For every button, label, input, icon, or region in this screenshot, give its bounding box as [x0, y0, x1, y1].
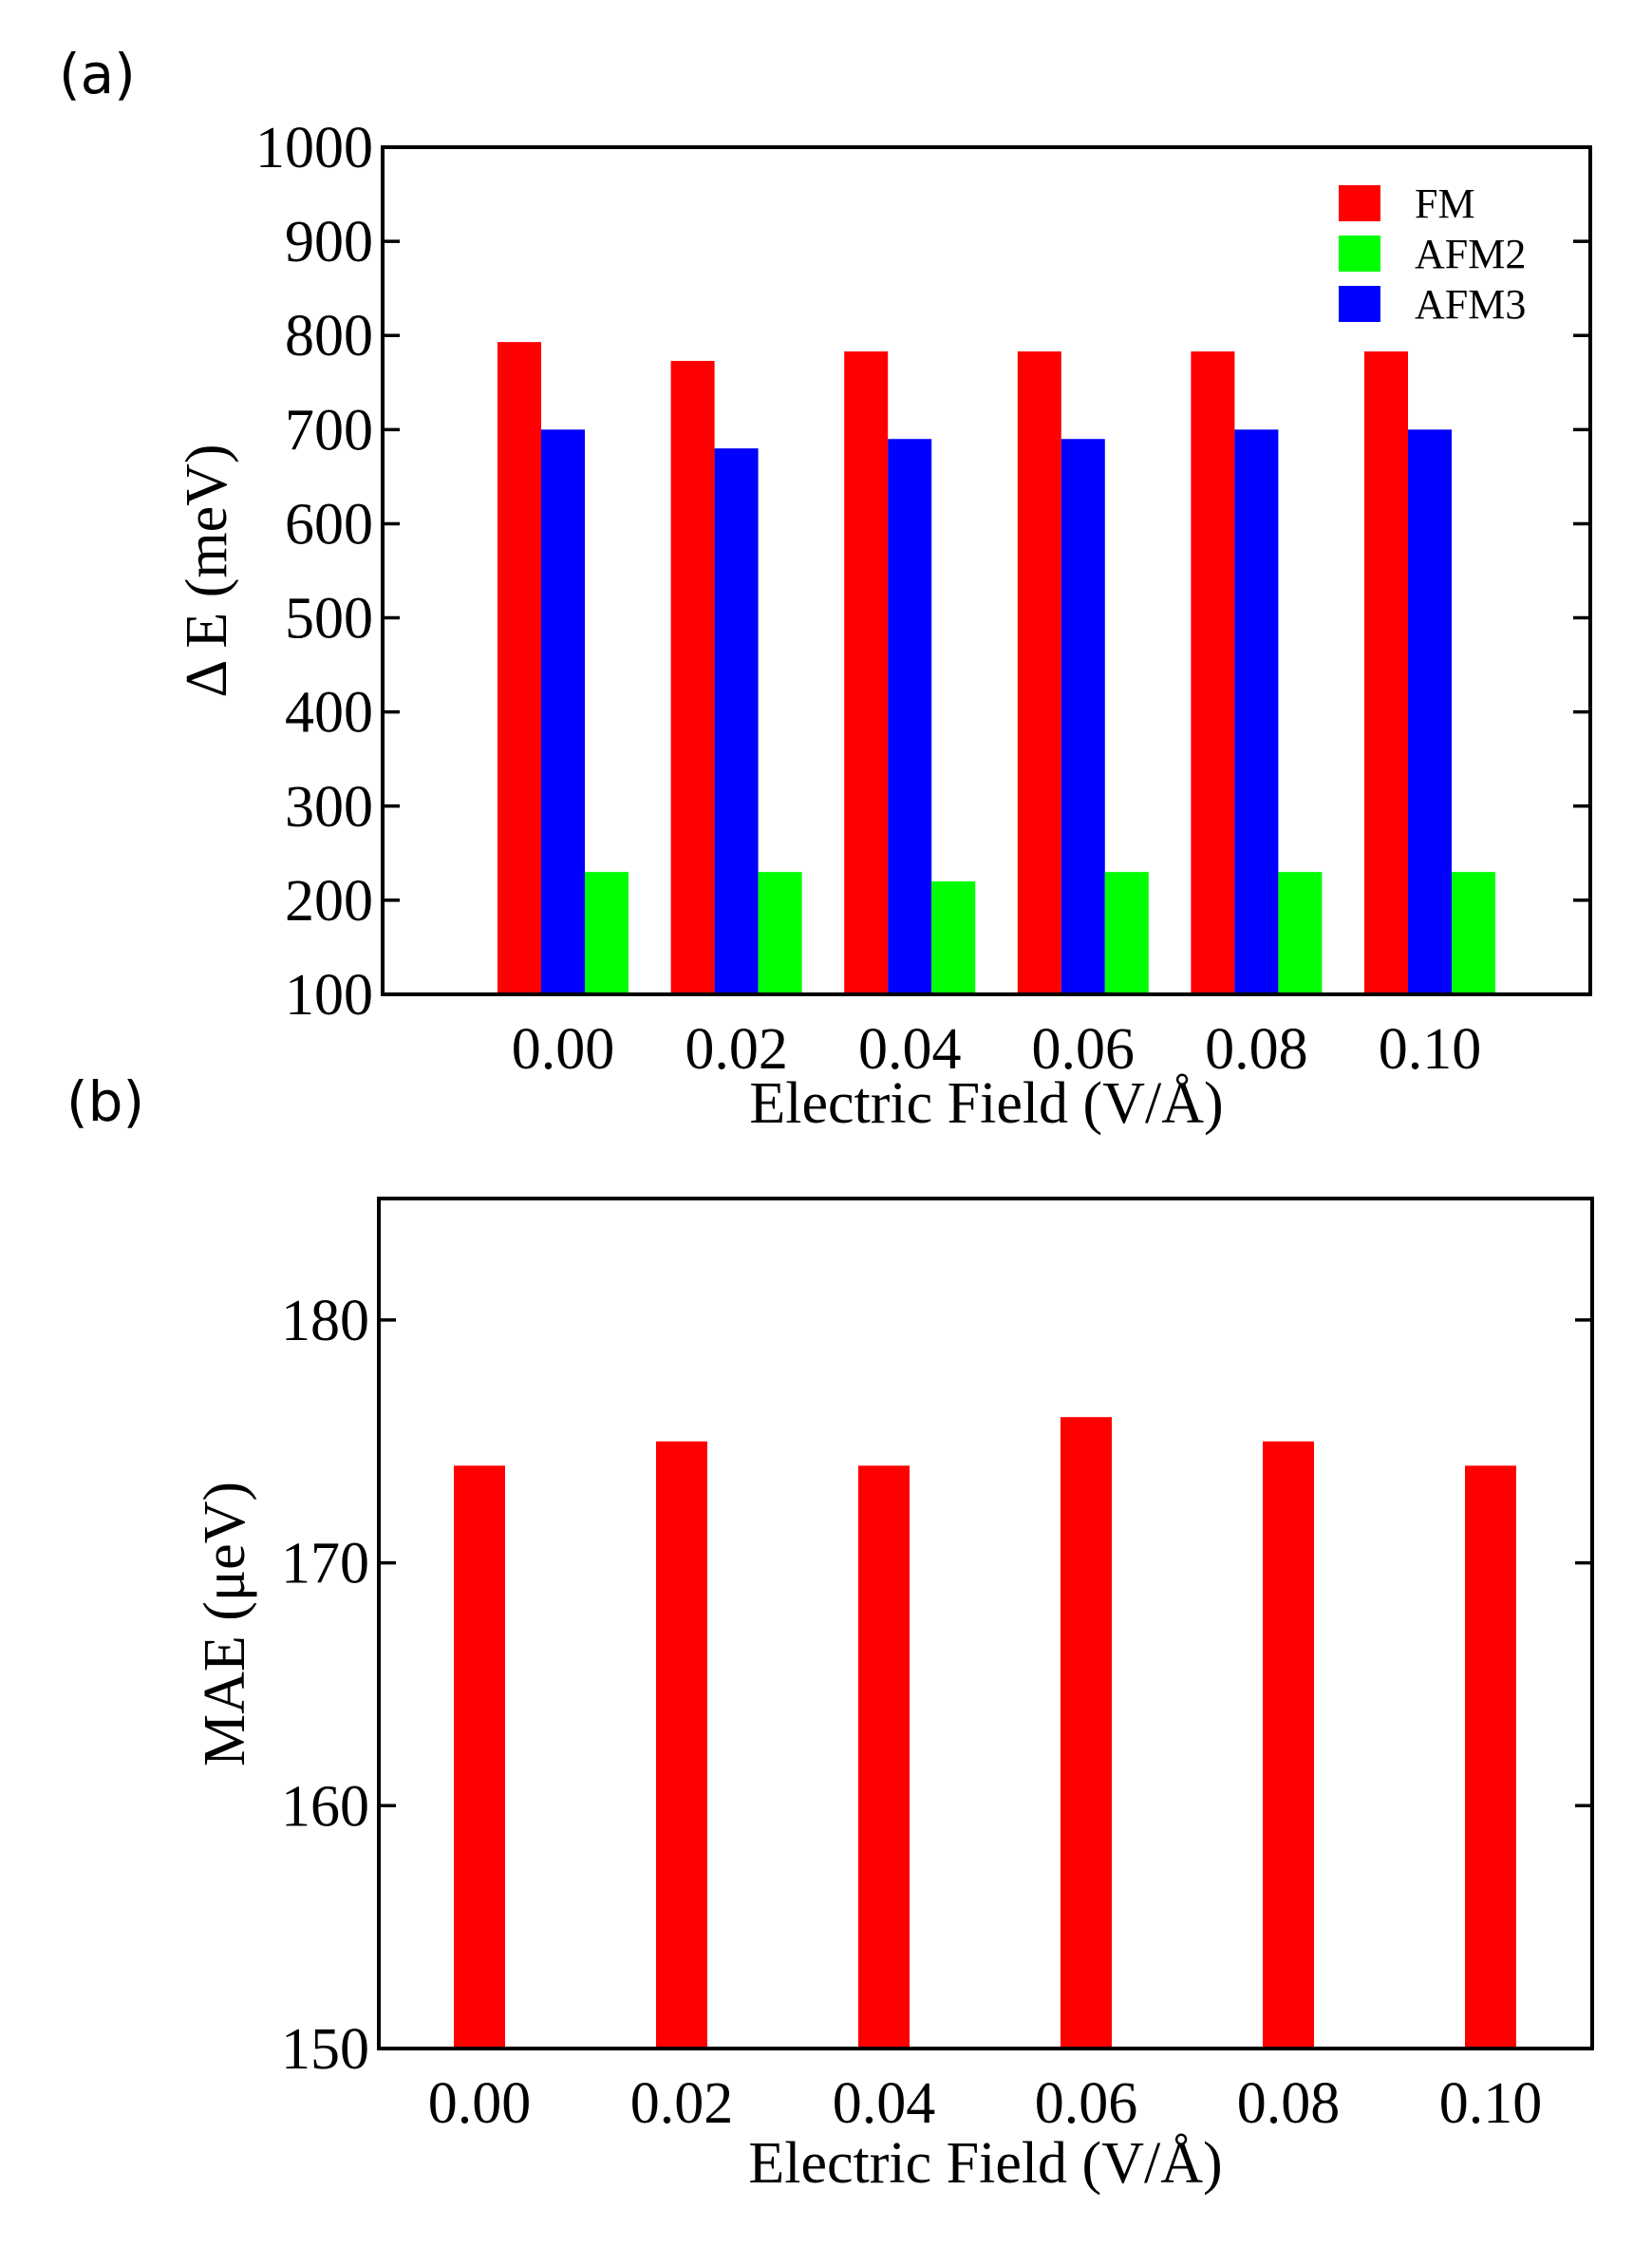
panel-a-ticks: 0.00 0.02 0.04 0.06 0.08 0.10 100 200 300 400 500 6… [255, 116, 1590, 1082]
panel-a-y-tick-label: 900 [285, 210, 373, 274]
panel-b-bar-mae-0.00 [454, 1465, 505, 2049]
panel-a-y-tick-label: 800 [285, 304, 373, 368]
panel-a-bar-afm3-0.08 [1234, 429, 1279, 994]
panel-a-x-tick-label: 0.04 [858, 1017, 962, 1082]
panel-a-bar-afm2-0.10 [1452, 872, 1495, 994]
panel-a-label: (a) [59, 42, 136, 106]
panel-a-y-tick-label: 300 [285, 775, 373, 840]
legend-label-fm: FM [1415, 180, 1475, 227]
panel-a-x-tick-label: 0.08 [1205, 1017, 1308, 1082]
chart-panel-b: (b) 0.00 0.02 0.04 0.06 0.08 0.10 150 160 170 180… [66, 1069, 1594, 2196]
panel-b-bars [454, 1417, 1516, 2049]
panel-b-x-tick-label: 0.02 [630, 2071, 734, 2136]
panel-a-bar-fm-0.08 [1191, 351, 1235, 994]
legend-swatch-afm3 [1339, 286, 1380, 322]
panel-a-bar-afm3-0.04 [888, 439, 932, 994]
panel-a-bar-afm2-0.04 [931, 881, 976, 994]
panel-a-bar-afm2-0.08 [1278, 872, 1323, 994]
panel-a-x-tick-label: 0.02 [685, 1017, 788, 1082]
panel-b-bar-mae-0.04 [858, 1465, 910, 2049]
panel-a-y-axis-title: Δ E (meV) [175, 444, 239, 697]
panel-a-y-tick-label: 500 [285, 587, 373, 651]
panel-b-x-tick-label: 0.08 [1237, 2071, 1341, 2136]
panel-b-x-tick-label: 0.04 [833, 2071, 936, 2136]
panel-b-y-tick-label: 160 [281, 1774, 369, 1839]
panel-a-x-tick-label: 0.10 [1379, 1017, 1482, 1082]
panel-a-plot-frame [381, 145, 1592, 996]
panel-a-y-tick-label: 700 [285, 398, 373, 463]
panel-a-y-tick-label: 400 [285, 681, 373, 746]
panel-b-y-tick-label: 180 [281, 1289, 369, 1353]
panel-b-label: (b) [66, 1069, 144, 1134]
panel-b-bar-mae-0.10 [1465, 1465, 1516, 2049]
panel-a-bar-afm2-0.00 [585, 872, 629, 994]
panel-a-x-axis-title: Electric Field (V/Å) [749, 1071, 1223, 1136]
panel-b-plot-frame [377, 1197, 1594, 2050]
panel-a-bar-afm3-0.06 [1061, 439, 1105, 994]
panel-a-bars [497, 342, 1495, 995]
panel-b-bar-mae-0.02 [656, 1441, 707, 2049]
panel-a-bar-fm-0.06 [1017, 351, 1061, 994]
panel-a-bar-fm-0.04 [844, 351, 889, 994]
legend-label-afm2: AFM2 [1415, 231, 1526, 277]
panel-a-y-tick-label: 1000 [255, 116, 373, 180]
panel-b-x-tick-label: 0.00 [428, 2071, 532, 2136]
panel-b-x-axis-title: Electric Field (V/Å) [748, 2131, 1222, 2196]
panel-a-y-tick-label: 200 [285, 869, 373, 934]
panel-a-bar-afm3-0.00 [541, 429, 585, 994]
panel-a-x-tick-label: 0.06 [1032, 1017, 1136, 1082]
panel-a-y-tick-label: 100 [285, 963, 373, 1028]
panel-a-bar-afm2-0.02 [758, 872, 802, 994]
panel-a-bar-fm-0.02 [670, 360, 715, 995]
panel-b-y-axis-title: MAE (μeV) [193, 1482, 257, 1766]
panel-b-bar-mae-0.06 [1061, 1417, 1112, 2049]
panel-a-bar-fm-0.10 [1364, 351, 1408, 994]
panel-b-y-tick-label: 150 [281, 2017, 369, 2082]
legend-swatch-afm2 [1339, 236, 1380, 272]
panel-b-x-tick-label: 0.10 [1439, 2071, 1543, 2136]
legend-label-afm3: AFM3 [1415, 281, 1526, 328]
panel-a-y-tick-label: 600 [285, 492, 373, 557]
legend-swatch-fm [1339, 185, 1380, 221]
chart-panel-a: (a) 0.00 0.02 0.04 0.06 0.08 0.10 100 200 300 400… [59, 42, 1592, 1136]
panel-a-bar-afm3-0.02 [714, 448, 759, 995]
panel-a-bar-fm-0.00 [497, 342, 541, 994]
panel-a-x-tick-label: 0.00 [512, 1017, 615, 1082]
panel-b-y-tick-label: 170 [281, 1532, 369, 1596]
panel-b-x-tick-label: 0.06 [1035, 2071, 1138, 2136]
panel-b-bar-mae-0.08 [1263, 1441, 1314, 2049]
panel-b-ticks: 0.00 0.02 0.04 0.06 0.08 0.10 150 160 170 180 [281, 1289, 1592, 2136]
panel-a-bar-afm3-0.10 [1408, 429, 1452, 994]
panel-a-bar-afm2-0.06 [1104, 872, 1149, 994]
